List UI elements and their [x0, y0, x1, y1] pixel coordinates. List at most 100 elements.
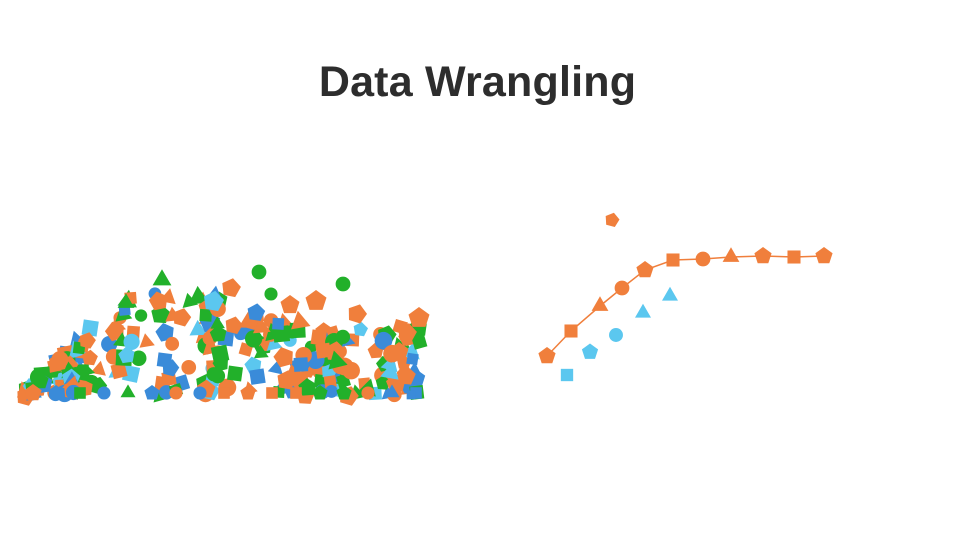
pile-square-shape — [315, 342, 332, 359]
pile-triangle-shape — [253, 317, 271, 334]
pile-pentagon-shape — [222, 278, 241, 298]
pile-triangle-shape — [254, 344, 269, 359]
light-blue-series-square-shape — [560, 368, 574, 382]
pile-square-shape — [266, 387, 278, 399]
pile-square-shape — [272, 317, 285, 330]
pile-triangle-shape — [291, 310, 311, 330]
orange-series-square-shape — [666, 253, 680, 267]
pile-pentagon-shape — [82, 349, 98, 366]
pile-circle-shape — [335, 276, 351, 292]
pile-triangle-shape — [188, 285, 209, 305]
pile-pentagon-shape — [396, 366, 416, 385]
pile-square-shape — [410, 387, 422, 399]
pile-pentagon-shape — [305, 290, 327, 310]
orange-series-pentagon-shape — [815, 247, 833, 264]
pile-pentagon-shape — [173, 308, 192, 327]
pile-triangle-shape — [328, 350, 348, 370]
pile-pentagon-shape — [212, 355, 228, 372]
pile-triangle-shape — [159, 288, 176, 305]
pile-triangle-shape — [90, 360, 106, 376]
pile-triangle-shape — [139, 333, 155, 348]
pile-square-shape — [227, 365, 244, 382]
pile-circle-shape — [206, 367, 221, 382]
pile-circle-shape — [165, 336, 180, 351]
pile-pentagon-shape — [79, 332, 96, 349]
pile-square-shape — [323, 375, 337, 389]
pile-square-shape — [290, 387, 302, 399]
pile-circle-shape — [51, 351, 69, 369]
pile-circle-shape — [134, 309, 148, 322]
pile-triangle-shape — [152, 269, 172, 286]
pile-triangle-shape — [384, 384, 400, 398]
orange-series-triangle-shape — [591, 296, 609, 311]
pile-pentagon-shape — [398, 323, 417, 343]
orange-series-pentagon-shape — [538, 347, 556, 364]
pile-pentagon-shape — [148, 291, 168, 311]
pile-pentagon-shape — [162, 359, 180, 377]
pile-square-shape — [121, 364, 141, 383]
pile-pentagon-shape — [408, 307, 430, 327]
pile-pentagon-shape — [31, 372, 49, 389]
light-blue-series-triangle-shape — [635, 303, 651, 318]
pile-triangle-shape — [117, 293, 135, 308]
pile-triangle-shape — [120, 384, 136, 398]
pile-square-shape — [218, 387, 230, 399]
pile-circle-shape — [181, 360, 197, 375]
pile-triangle-shape — [81, 362, 95, 377]
pile-circle-shape — [374, 331, 393, 350]
orange-series-pentagon-shape — [754, 247, 772, 264]
pile-pentagon-shape — [348, 304, 367, 324]
light-blue-series-pentagon-shape — [581, 343, 599, 359]
light-blue-series-triangle-shape — [662, 286, 678, 301]
pile-pentagon-shape — [375, 375, 391, 390]
pile-pentagon-shape — [209, 325, 227, 342]
pile-triangle-shape — [165, 306, 182, 322]
pile-pentagon-shape — [389, 342, 409, 361]
pile-circle-shape — [361, 386, 375, 400]
pile-triangle-shape — [210, 315, 225, 329]
pile-triangle-shape — [380, 361, 399, 380]
pile-pentagon-shape — [273, 347, 293, 368]
pile-pentagon-shape — [204, 290, 224, 312]
pile-circle-shape — [325, 385, 338, 398]
pile-square-shape — [406, 352, 419, 366]
orange-series-square-shape — [787, 250, 801, 264]
orange-series-triangle-shape — [722, 247, 740, 262]
pile-square-shape — [406, 390, 416, 400]
pile-triangle-shape — [182, 292, 199, 308]
pile-pentagon-shape — [298, 378, 317, 396]
pile-square-shape — [110, 362, 128, 380]
pile-pentagon-shape — [240, 385, 256, 400]
pile-triangle-shape — [109, 317, 126, 333]
pile-square-shape — [199, 308, 213, 322]
slide-title: Data Wrangling — [318, 58, 637, 106]
pile-pentagon-shape — [144, 385, 160, 400]
pile-pentagon-shape — [225, 316, 243, 334]
orange-series-line — [546, 255, 825, 357]
pile-circle-shape — [264, 287, 278, 301]
stray-orange-pentagon-shape — [605, 212, 620, 227]
pile-circle-shape — [123, 333, 140, 350]
pile-pentagon-shape — [155, 323, 174, 342]
pile-pentagon-shape — [280, 295, 300, 314]
tidy-connector-lines — [546, 255, 825, 357]
light-blue-series-circle-shape — [609, 328, 623, 342]
pile-circle-shape — [251, 264, 267, 280]
pile-circle-shape — [193, 386, 207, 400]
pile-pentagon-shape — [24, 384, 42, 401]
pile-pentagon-shape — [353, 322, 368, 337]
pile-circle-shape — [97, 386, 111, 400]
pile-pentagon-shape — [247, 303, 266, 321]
pile-square-shape — [81, 319, 99, 337]
pile-square-shape — [249, 368, 266, 385]
pile-pentagon-shape — [118, 347, 135, 364]
orange-series-square-shape — [564, 324, 578, 338]
pile-triangle-shape — [189, 319, 208, 336]
pile-pentagon-shape — [244, 356, 262, 374]
pile-square-shape — [272, 325, 291, 343]
pile-pentagon-shape — [277, 370, 297, 390]
orange-series-circle-shape — [695, 251, 711, 267]
pile-square-shape — [310, 329, 327, 346]
